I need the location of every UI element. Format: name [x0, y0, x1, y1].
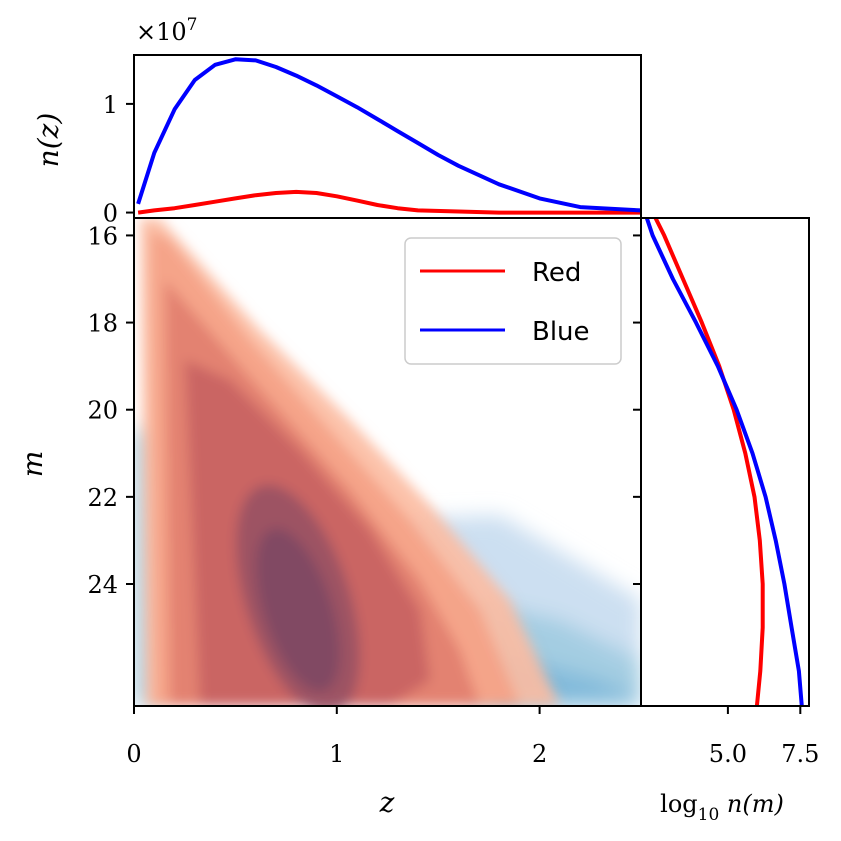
top-offset-text: ×107 [136, 15, 197, 46]
contour-fill [134, 218, 641, 706]
right-x-tick-label: 7.5 [781, 740, 819, 768]
right-panel-frame [640, 217, 810, 707]
main-x-label: z [379, 786, 395, 819]
right-series-lines [644, 218, 804, 706]
legend-label-blue: Blue [532, 317, 590, 347]
top-y-tick-label: 1 [103, 91, 118, 119]
top-y-ticks: 01 [103, 91, 134, 228]
right-line-red [653, 218, 765, 706]
legend-label-red: Red [532, 258, 581, 288]
main-y-label: m [16, 451, 49, 478]
top-panel: 01 ×107 n(z) [32, 15, 642, 228]
red-contour [140, 218, 560, 706]
top-series-lines [136, 57, 641, 215]
main-x-tick-label: 0 [126, 740, 141, 768]
right-x-tick-label: 5.0 [709, 740, 747, 768]
main-x-ticks: 0 1 2 [126, 706, 547, 768]
top-panel-frame [133, 54, 642, 219]
main-x-tick-label: 1 [329, 740, 344, 768]
right-x-ticks: 5.0 7.5 [709, 706, 819, 768]
top-y-tick-label: 0 [103, 200, 118, 228]
main-x-tick-label: 2 [532, 740, 547, 768]
main-panel: 0 1 2 16 18 20 22 24 z m Red Blue [16, 217, 642, 819]
top-y-label: n(z) [32, 113, 65, 168]
main-y-ticks: 16 18 20 22 24 [87, 222, 641, 599]
main-y-tick-label: 24 [87, 571, 118, 599]
top-line-blue [136, 57, 641, 213]
top-line-red [137, 189, 641, 215]
main-y-tick-label: 16 [87, 222, 118, 250]
main-y-tick-label: 22 [87, 484, 118, 512]
right-x-label: log10 n(m) [660, 790, 784, 825]
red-contour-peak [256, 528, 340, 692]
main-y-tick-label: 20 [87, 397, 118, 425]
legend: Red Blue [404, 237, 622, 365]
main-y-tick-label: 18 [87, 310, 118, 338]
right-line-blue [644, 218, 804, 706]
right-panel: 5.0 7.5 log10 n(m) [640, 217, 819, 825]
